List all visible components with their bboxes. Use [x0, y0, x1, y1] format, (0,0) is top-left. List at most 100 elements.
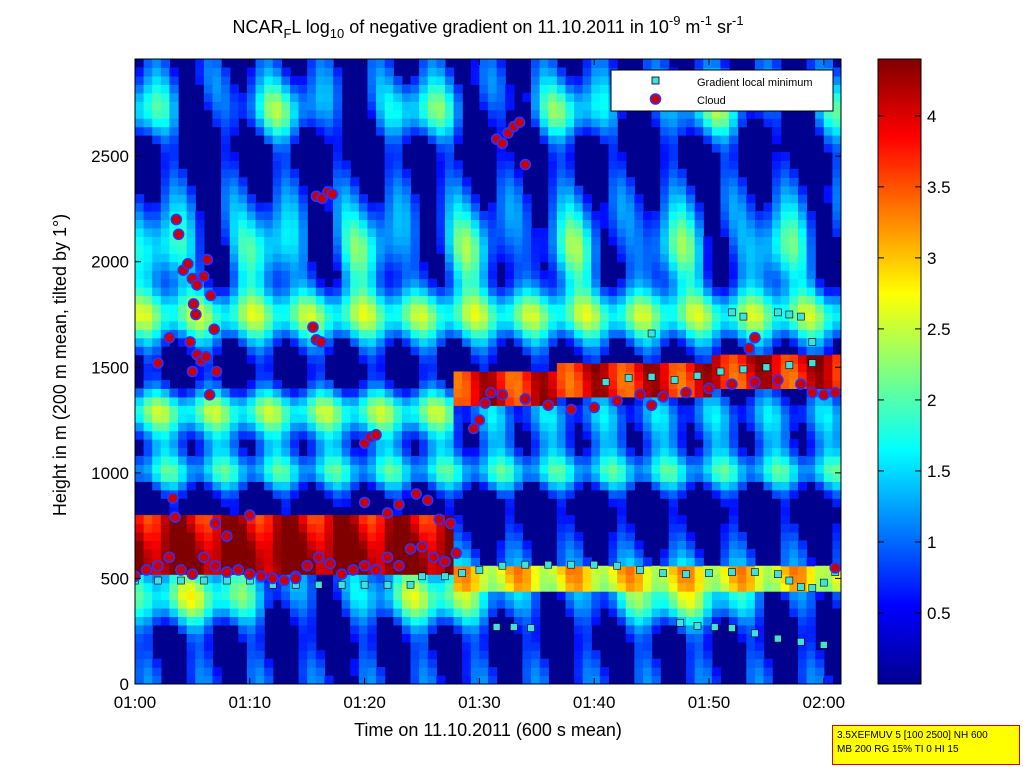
y-tick-label: 1000: [91, 464, 129, 483]
cloud-marker: [772, 374, 784, 386]
gradient-minimum-marker: [418, 572, 426, 581]
gradient-minimum-marker: [458, 569, 466, 577]
cloud-marker: [439, 555, 451, 568]
gradient-minimum-marker: [797, 637, 805, 646]
cloud-marker: [645, 399, 658, 412]
legend: Gradient local minimum Cloud: [610, 69, 834, 112]
cloud-marker: [172, 228, 185, 241]
cloud-marker: [221, 566, 233, 578]
gradient-minimum-marker: [337, 580, 346, 589]
cloud-marker: [726, 378, 738, 390]
x-tick-label: 01:00: [114, 693, 157, 712]
cloud-marker: [152, 357, 164, 369]
gradient-minimum-marker: [785, 576, 794, 585]
cloud-marker: [200, 350, 212, 363]
gradient-minimum-marker: [521, 560, 530, 569]
gradient-minimum-marker: [808, 584, 817, 592]
cloud-marker: [565, 403, 578, 416]
gradient-minimum-marker: [774, 634, 782, 643]
gradient-minimum-marker: [647, 329, 656, 338]
gradient-minimum-marker: [590, 560, 598, 569]
cloud-marker: [370, 564, 382, 576]
heatmap-plot-area: [135, 59, 841, 684]
cloud-marker: [209, 559, 222, 572]
colorbar-tick-label: 4: [927, 107, 936, 126]
y-tick-label: 1500: [91, 358, 129, 377]
gradient-minimum-marker: [177, 576, 185, 585]
cloud-marker: [450, 547, 463, 559]
cloud-marker: [232, 564, 245, 576]
gradient-minimum-marker: [567, 560, 576, 569]
legend-marker-cloud: [649, 93, 662, 105]
x-tick-label: 02:00: [803, 693, 846, 712]
cloud-marker: [184, 336, 196, 348]
cloud-marker: [416, 540, 428, 553]
colorbar: 0.5 1 1.5 2 2.5 3 3.5 4: [877, 58, 951, 685]
cloud-marker: [427, 551, 440, 564]
cloud-marker: [186, 365, 199, 378]
gradient-minimum-marker: [527, 624, 535, 632]
gradient-minimum-marker: [492, 623, 501, 631]
x-tick-label: 01:50: [688, 693, 731, 712]
cloud-marker: [167, 492, 179, 504]
cloud-marker: [201, 253, 214, 266]
gradient-minimum-marker: [360, 580, 369, 589]
cloud-marker: [829, 386, 841, 399]
cloud-marker: [347, 564, 359, 576]
cloud-marker: [163, 331, 176, 344]
cloud-marker: [496, 388, 509, 401]
legend-label-gradient-minimum: Gradient local minimum: [697, 77, 813, 89]
cloud-marker: [410, 488, 423, 500]
cloud-marker: [209, 517, 222, 530]
gradient-minimum-marker: [613, 561, 621, 570]
cloud-marker: [829, 562, 841, 574]
gradient-minimum-marker: [314, 580, 323, 589]
cloud-marker: [381, 551, 394, 564]
cloud-marker: [175, 564, 187, 576]
cloud-marker: [703, 382, 715, 395]
cloud-marker: [163, 551, 176, 564]
cloud-marker: [203, 388, 216, 401]
cloud-marker: [186, 568, 199, 581]
cloud-marker: [519, 393, 532, 405]
gradient-minimum-marker: [762, 363, 771, 372]
colorbar-tick-label: 1: [927, 533, 936, 552]
gradient-minimum-marker: [710, 623, 719, 631]
x-tick-label: 01:30: [458, 693, 501, 712]
cloud-marker: [404, 543, 417, 555]
cloud-marker: [611, 395, 623, 407]
cloud-marker: [749, 331, 761, 344]
cloud-marker: [381, 507, 394, 519]
gradient-minimum-marker: [739, 312, 748, 321]
cloud-marker: [358, 559, 371, 572]
gradient-minimum-marker: [774, 570, 782, 579]
colorbar-ticks: 0.5 1 1.5 2 2.5 3 3.5 4: [878, 107, 951, 623]
cloud-marker: [326, 188, 339, 200]
gradient-minimum-marker: [636, 566, 644, 574]
gradient-minimum-marker: [441, 572, 449, 581]
x-tick-label: 01:20: [343, 693, 386, 712]
cloud-marker: [433, 513, 446, 526]
gradient-minimum-marker: [682, 570, 690, 579]
cloud-marker: [301, 559, 313, 572]
cloud-marker: [467, 422, 480, 435]
cloud-marker: [191, 279, 203, 291]
colorbar-tick-label: 1.5: [927, 462, 951, 481]
cloud-marker: [324, 557, 336, 570]
x-axis-label: Time on 11.10.2011 (600 s mean): [354, 720, 622, 740]
cloud-marker: [152, 559, 164, 572]
gradient-minimum-marker: [624, 374, 633, 382]
gradient-minimum-marker: [383, 580, 392, 589]
cloud-marker: [266, 572, 279, 585]
y-tick-label: 2000: [91, 253, 129, 272]
cloud-marker: [743, 342, 755, 355]
cloud-marker: [513, 116, 526, 129]
gradient-minimum-marker: [808, 338, 817, 346]
cloud-marker: [542, 399, 555, 412]
gradient-minimum-marker: [647, 372, 656, 381]
gradient-minimum-marker: [739, 365, 748, 374]
gradient-minimum-marker: [785, 361, 794, 369]
cloud-marker: [444, 517, 457, 530]
gradient-minimum-marker: [774, 308, 782, 317]
